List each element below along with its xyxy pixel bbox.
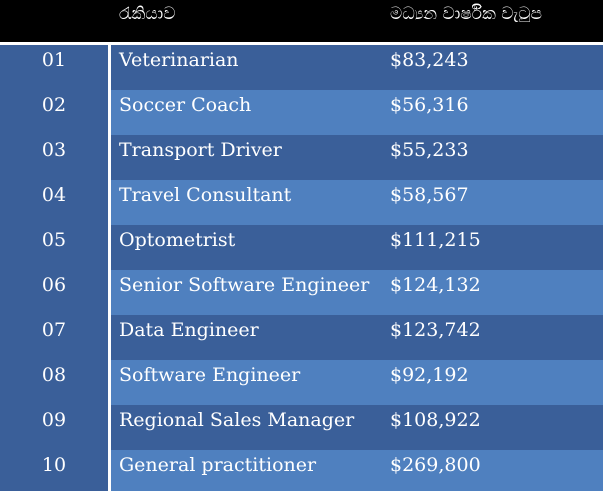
salary-value: $55,233 (390, 139, 469, 161)
job-title: General practitioner (119, 454, 317, 476)
salary-value: $56,316 (390, 94, 469, 116)
salary-value: $111,215 (390, 229, 481, 251)
job-title: Optometrist (119, 229, 236, 251)
row-number: 07 (0, 315, 108, 360)
row-number: 05 (0, 225, 108, 270)
row-number: 01 (0, 45, 108, 90)
table-row: 01 Veterinarian $83,243 (0, 45, 603, 90)
salary-value: $58,567 (390, 184, 469, 206)
column-divider (108, 315, 111, 360)
row-number: 04 (0, 180, 108, 225)
row-number: 09 (0, 405, 108, 450)
table-row: 08 Software Engineer $92,192 (0, 360, 603, 405)
job-title: Senior Software Engineer (119, 274, 370, 296)
column-divider (108, 90, 111, 135)
row-number: 02 (0, 90, 108, 135)
table-row: 10 General practitioner $269,800 (0, 450, 603, 491)
header-divider (0, 42, 603, 45)
salary-value: $92,192 (390, 364, 469, 386)
row-number: 08 (0, 360, 108, 405)
table-row: 07 Data Engineer $123,742 (0, 315, 603, 360)
column-divider (108, 225, 111, 270)
row-content: Regional Sales Manager $108,922 (111, 405, 603, 450)
table-row: 04 Travel Consultant $58,567 (0, 180, 603, 225)
row-content: Transport Driver $55,233 (111, 135, 603, 180)
row-number: 06 (0, 270, 108, 315)
row-content: Soccer Coach $56,316 (111, 90, 603, 135)
row-content: Optometrist $111,215 (111, 225, 603, 270)
table-body: 01 Veterinarian $83,243 02 Soccer Coach $56,3… (0, 45, 603, 491)
header-salary: මධ්‍යන වාර්ෂික වැටුප (390, 4, 542, 24)
job-title: Veterinarian (119, 49, 239, 71)
job-title: Data Engineer (119, 319, 259, 341)
column-divider (108, 360, 111, 405)
column-divider (108, 405, 111, 450)
column-divider (108, 135, 111, 180)
column-divider (108, 180, 111, 225)
salary-value: $269,800 (390, 454, 481, 476)
header-job: රැකියාව (119, 4, 176, 24)
table-row: 03 Transport Driver $55,233 (0, 135, 603, 180)
table-row: 06 Senior Software Engineer $124,132 (0, 270, 603, 315)
job-title: Regional Sales Manager (119, 409, 355, 431)
job-title: Travel Consultant (119, 184, 292, 206)
row-number: 03 (0, 135, 108, 180)
row-content: General practitioner $269,800 (111, 450, 603, 491)
table-row: 02 Soccer Coach $56,316 (0, 90, 603, 135)
salary-value: $83,243 (390, 49, 469, 71)
row-number: 10 (0, 450, 108, 491)
row-content: Software Engineer $92,192 (111, 360, 603, 405)
column-divider (108, 45, 111, 90)
table-row: 09 Regional Sales Manager $108,922 (0, 405, 603, 450)
job-title: Transport Driver (119, 139, 282, 161)
column-divider (108, 450, 111, 491)
salary-value: $108,922 (390, 409, 481, 431)
row-content: Data Engineer $123,742 (111, 315, 603, 360)
salary-value: $124,132 (390, 274, 481, 296)
job-title: Software Engineer (119, 364, 301, 386)
salary-value: $123,742 (390, 319, 481, 341)
table-header: රැකියාව මධ්‍යන වාර්ෂික වැටුප (0, 0, 603, 42)
row-content: Veterinarian $83,243 (111, 45, 603, 90)
column-divider (108, 270, 111, 315)
row-content: Travel Consultant $58,567 (111, 180, 603, 225)
table-row: 05 Optometrist $111,215 (0, 225, 603, 270)
job-title: Soccer Coach (119, 94, 252, 116)
row-content: Senior Software Engineer $124,132 (111, 270, 603, 315)
